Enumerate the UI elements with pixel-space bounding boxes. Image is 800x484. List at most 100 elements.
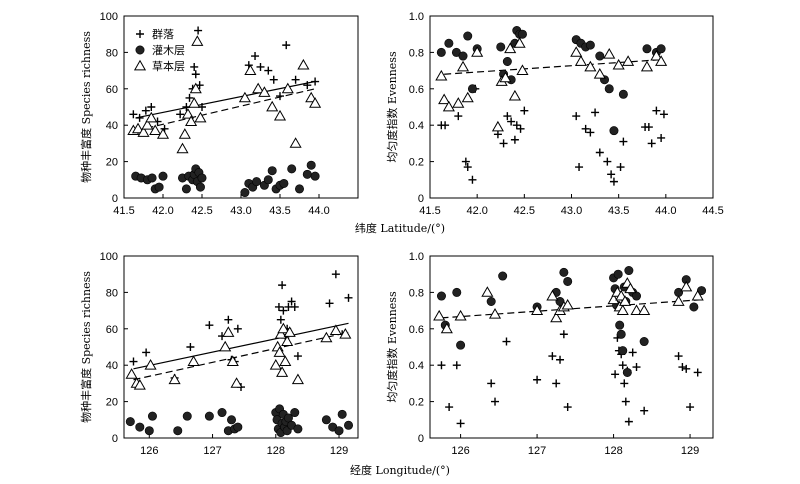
point-triangle [454, 309, 467, 321]
point-triangle [137, 126, 150, 137]
y-tick-label: 0.6 [409, 84, 424, 96]
point-plus [264, 66, 273, 75]
point-plus [437, 361, 446, 370]
point-triangle [680, 280, 693, 292]
point-plus [603, 157, 612, 166]
point-triangle [640, 60, 654, 72]
point-plus [659, 110, 668, 119]
point-circle [456, 340, 466, 350]
point-triangle [277, 322, 290, 334]
point-triangle [269, 358, 282, 370]
point-plus [276, 92, 284, 101]
panel-bottom-left: 0 20 40 60 80 100 126 127 128 129 物种丰富度 Species ri… [79, 251, 359, 457]
x-tick-label: 126 [140, 445, 158, 457]
point-plus [491, 397, 500, 406]
point-plus [129, 357, 138, 366]
y-tick-label: 0.6 [409, 324, 424, 336]
point-plus [194, 26, 203, 35]
point-triangle [456, 60, 470, 72]
point-triangle [244, 64, 257, 75]
point-triangle [145, 111, 158, 123]
point-triangle [630, 304, 643, 315]
series-plus [437, 84, 668, 186]
point-plus [510, 135, 519, 144]
y-tick-label: 20 [106, 397, 118, 409]
point-triangle [471, 46, 484, 57]
point-circle [204, 411, 214, 421]
point-plus [682, 364, 691, 373]
point-triangle [141, 118, 154, 130]
point-circle [463, 31, 473, 41]
point-triangle [593, 68, 606, 79]
series-circle [125, 404, 354, 438]
point-triangle [452, 97, 465, 108]
trend-line-dashed [135, 88, 316, 132]
point-triangle [279, 355, 292, 366]
legend-marker-circle [135, 45, 145, 55]
point-plus [325, 299, 334, 308]
point-triangle [438, 93, 451, 105]
point-circle [158, 171, 168, 181]
point-triangle [133, 379, 146, 390]
point-triangle [499, 71, 512, 83]
point-triangle [149, 124, 162, 136]
point-circle [656, 44, 666, 54]
point-triangle [283, 326, 296, 337]
y-tick-label: 60 [106, 84, 118, 96]
y-tick-label: 40 [106, 360, 118, 372]
point-plus [456, 419, 465, 428]
legend-label: 群落 [152, 27, 174, 41]
x-tick-label: 129 [681, 445, 699, 457]
y-tick-label: 100 [100, 251, 118, 263]
point-circle [302, 169, 312, 179]
point-circle [467, 84, 477, 94]
point-triangle [289, 137, 302, 148]
point-plus [441, 121, 450, 130]
point-circle [181, 184, 191, 194]
point-circle [144, 426, 154, 436]
point-triangle [131, 122, 145, 134]
y-tick-label: 0.2 [409, 397, 424, 409]
point-triangle [612, 58, 625, 70]
point-plus [303, 81, 312, 90]
point-plus [191, 70, 200, 79]
legend-marker-triangle [133, 59, 147, 71]
point-circle [173, 426, 183, 436]
point-circle [436, 47, 446, 57]
point-triangle [188, 97, 201, 108]
point-plus [572, 112, 581, 121]
point-circle [147, 173, 157, 183]
point-circle [195, 182, 205, 192]
point-plus [647, 139, 656, 148]
point-plus [693, 368, 702, 377]
point-plus [293, 352, 302, 361]
point-triangle [125, 368, 138, 379]
point-plus [520, 106, 529, 115]
point-circle [334, 426, 344, 436]
point-triangle [226, 355, 239, 366]
point-plus [591, 108, 600, 117]
point-plus [190, 62, 199, 71]
point-plus [141, 106, 150, 115]
point-triangle [488, 308, 502, 319]
point-triangle [144, 358, 157, 370]
point-plus [452, 361, 461, 370]
point-plus [463, 163, 472, 172]
point-plus [581, 124, 590, 133]
point-circle [290, 408, 300, 418]
x-tick-label: 129 [330, 445, 348, 457]
x-tick-label: 128 [267, 445, 285, 457]
point-circle [486, 296, 496, 306]
point-plus [224, 315, 233, 324]
x-tick-label: 42.0 [466, 205, 487, 217]
point-plus [609, 177, 618, 186]
point-plus [142, 348, 151, 357]
panel-top-left: 0 20 40 60 80 100 41.5 42.0 42.5 43.0 43.5 44.0 物种丰富… [79, 11, 359, 217]
x-tick-label: 127 [203, 445, 221, 457]
point-circle [613, 269, 623, 279]
point-triangle [191, 35, 204, 46]
point-plus [454, 112, 463, 121]
point-plus [135, 113, 144, 122]
point-circle [616, 329, 626, 339]
y-tick-label: 1.0 [409, 251, 424, 263]
